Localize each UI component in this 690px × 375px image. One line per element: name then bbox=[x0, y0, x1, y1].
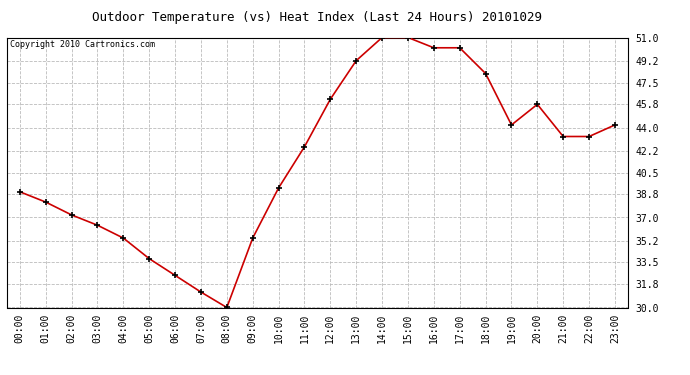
Text: Outdoor Temperature (vs) Heat Index (Last 24 Hours) 20101029: Outdoor Temperature (vs) Heat Index (Las… bbox=[92, 11, 542, 24]
Text: Copyright 2010 Cartronics.com: Copyright 2010 Cartronics.com bbox=[10, 40, 155, 49]
